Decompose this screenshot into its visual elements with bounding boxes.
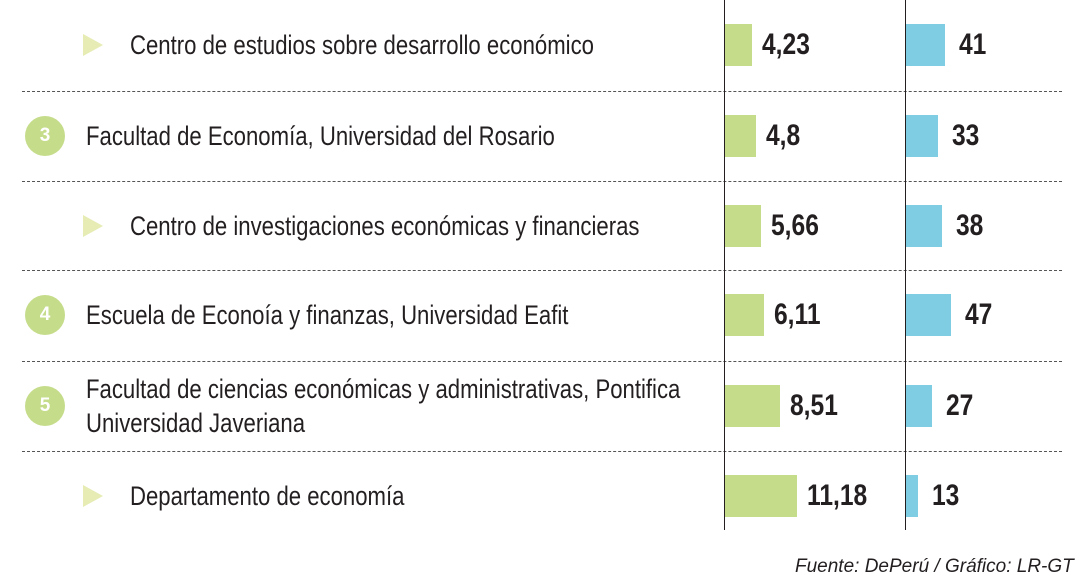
table-row: Departamento de economía 11,18 13 (0, 451, 1080, 541)
row-divider (22, 361, 1062, 362)
row-divider (22, 181, 1062, 182)
value-label-series-1: 11,18 (807, 479, 868, 512)
bar-series-1 (725, 115, 756, 157)
row-divider (22, 270, 1062, 271)
row-label: Centro de estudios sobre desarrollo econ… (130, 30, 594, 60)
value-label-series-2: 47 (965, 298, 993, 331)
bar-series-1 (725, 475, 797, 517)
source-note: Fuente: DePerú / Gráfico: LR-GT (795, 556, 1074, 577)
bar-series-2 (906, 205, 943, 247)
rank-badge: 4 (25, 295, 65, 335)
value-label-series-1: 5,66 (771, 209, 820, 242)
row-label: Departamento de economía (130, 481, 405, 511)
bar-series-1 (725, 205, 762, 247)
bar-series-2 (906, 294, 951, 336)
sub-item-arrow-icon (83, 485, 103, 507)
table-row: 3 Facultad de Economía, Universidad del R… (0, 91, 1080, 181)
row-divider (22, 451, 1062, 452)
value-label-series-1: 6,11 (774, 298, 821, 331)
value-label-series-2: 33 (951, 119, 979, 152)
column-divider-right (905, 0, 906, 530)
bar-series-2 (906, 385, 932, 427)
value-label-series-1: 4,23 (762, 28, 811, 61)
bar-series-1 (725, 24, 753, 66)
table-row: Centro de investigaciones económicas y f… (0, 181, 1080, 271)
bar-series-2 (906, 24, 946, 66)
column-divider-left (724, 0, 725, 530)
bar-series-1 (725, 294, 765, 336)
bar-series-2 (906, 115, 938, 157)
table-row: Centro de estudios sobre desarrollo econ… (0, 0, 1080, 90)
row-label: Escuela de Econoía y finanzas, Universid… (86, 300, 569, 330)
value-label-series-2: 41 (959, 28, 987, 61)
value-label-series-1: 8,51 (789, 389, 838, 422)
rank-badge: 3 (25, 116, 65, 156)
value-label-series-2: 27 (945, 389, 974, 422)
sub-item-arrow-icon (83, 215, 103, 237)
row-label: Facultad de Economía, Universidad del Ro… (86, 121, 555, 151)
bar-series-2 (906, 475, 919, 517)
bar-series-1 (725, 385, 780, 427)
table-row: 4 Escuela de Econoía y finanzas, Universi… (0, 270, 1080, 360)
row-label: Centro de investigaciones económicas y f… (130, 211, 640, 241)
sub-item-arrow-icon (83, 34, 103, 56)
rank-badge: 5 (25, 386, 65, 426)
row-divider (22, 91, 1062, 92)
row-label: Facultad de ciencias económicas y admini… (86, 374, 681, 438)
value-label-series-1: 4,8 (765, 119, 801, 152)
table-row: 5 Facultad de ciencias económicas y admin… (0, 361, 1080, 451)
value-label-series-2: 38 (956, 209, 984, 242)
value-label-series-2: 13 (932, 479, 960, 512)
